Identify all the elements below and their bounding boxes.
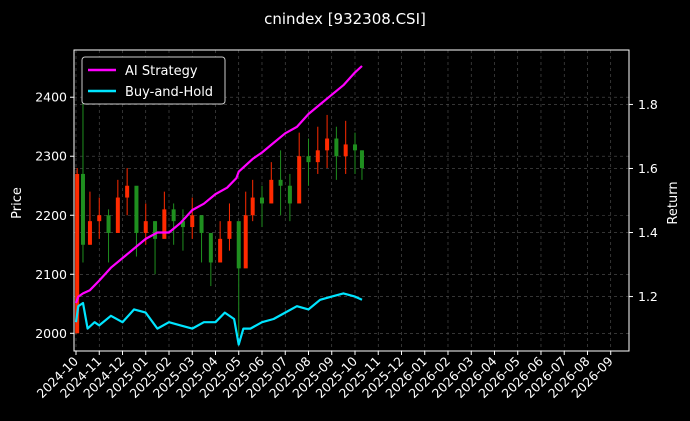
price-candle-body [80,173,85,245]
price-candle-body [106,215,111,233]
y-axis-right: 1.2 1.4 1.6 1.8 [629,97,658,304]
price-candle-body [297,156,302,204]
price-candle-body [180,221,185,228]
y-axis-right-label: Return [666,181,681,224]
y-right-tick-label: 1.4 [638,225,658,240]
y-right-tick-label: 1.2 [638,289,658,304]
price-candles [75,79,364,337]
price-candle-body [162,209,167,239]
price-candle-body [287,185,292,204]
y-right-tick-label: 1.8 [638,97,658,112]
price-candle-body [236,221,241,269]
legend-label-buy-and-hold: Buy-and-Hold [125,85,213,100]
price-candle-body [250,197,255,216]
legend-box [81,56,226,105]
price-candle-body [352,144,357,151]
price-candle-body [97,215,102,222]
legend: AI Strategy Buy-and-Hold [81,56,226,105]
price-candle-body [243,215,248,269]
x-axis: 2024-102024-112024-122025-012025-022025-… [34,351,616,401]
price-candle-body [259,197,264,204]
y-axis-left: 2000 2100 2200 2300 2400 [35,90,74,341]
price-candle-body [171,209,176,222]
y-left-tick-label: 2200 [35,208,67,223]
chart-title: cnindex [932308.CSI] [264,10,426,28]
y-left-tick-label: 2300 [35,149,67,164]
price-candle-body [125,185,130,198]
price-candle-body [143,221,148,233]
return-lines [74,65,363,346]
y-left-tick-label: 2100 [35,267,67,282]
price-candle-body [278,179,283,186]
price-candle-body [87,221,92,245]
price-candle-body [359,150,364,169]
plot-frame [73,49,630,352]
y-left-tick-label: 2400 [35,90,67,105]
price-candle-body [208,232,213,263]
buy-and-hold-line [74,292,363,346]
price-candle-body [75,173,80,334]
legend-label-ai-strategy: AI Strategy [125,64,198,79]
price-candle-body [343,144,348,157]
y-axis-left-label: Price [10,187,25,219]
price-candle-body [153,221,158,239]
price-candle-body [315,150,320,163]
price-candle-body [115,197,120,233]
price-candle-body [334,138,339,157]
price-candle-body [190,215,195,228]
ai-strategy-line [74,65,363,304]
grid [74,50,629,351]
price-candle-body [306,156,311,163]
y-left-tick-label: 2000 [35,326,67,341]
price-candle-body [218,238,223,263]
price-candle-body [227,221,232,239]
y-right-tick-label: 1.6 [638,161,658,176]
price-candle-body [199,215,204,233]
price-candle-body [269,179,274,204]
price-candle-body [325,138,330,151]
price-candle-body [134,185,139,233]
